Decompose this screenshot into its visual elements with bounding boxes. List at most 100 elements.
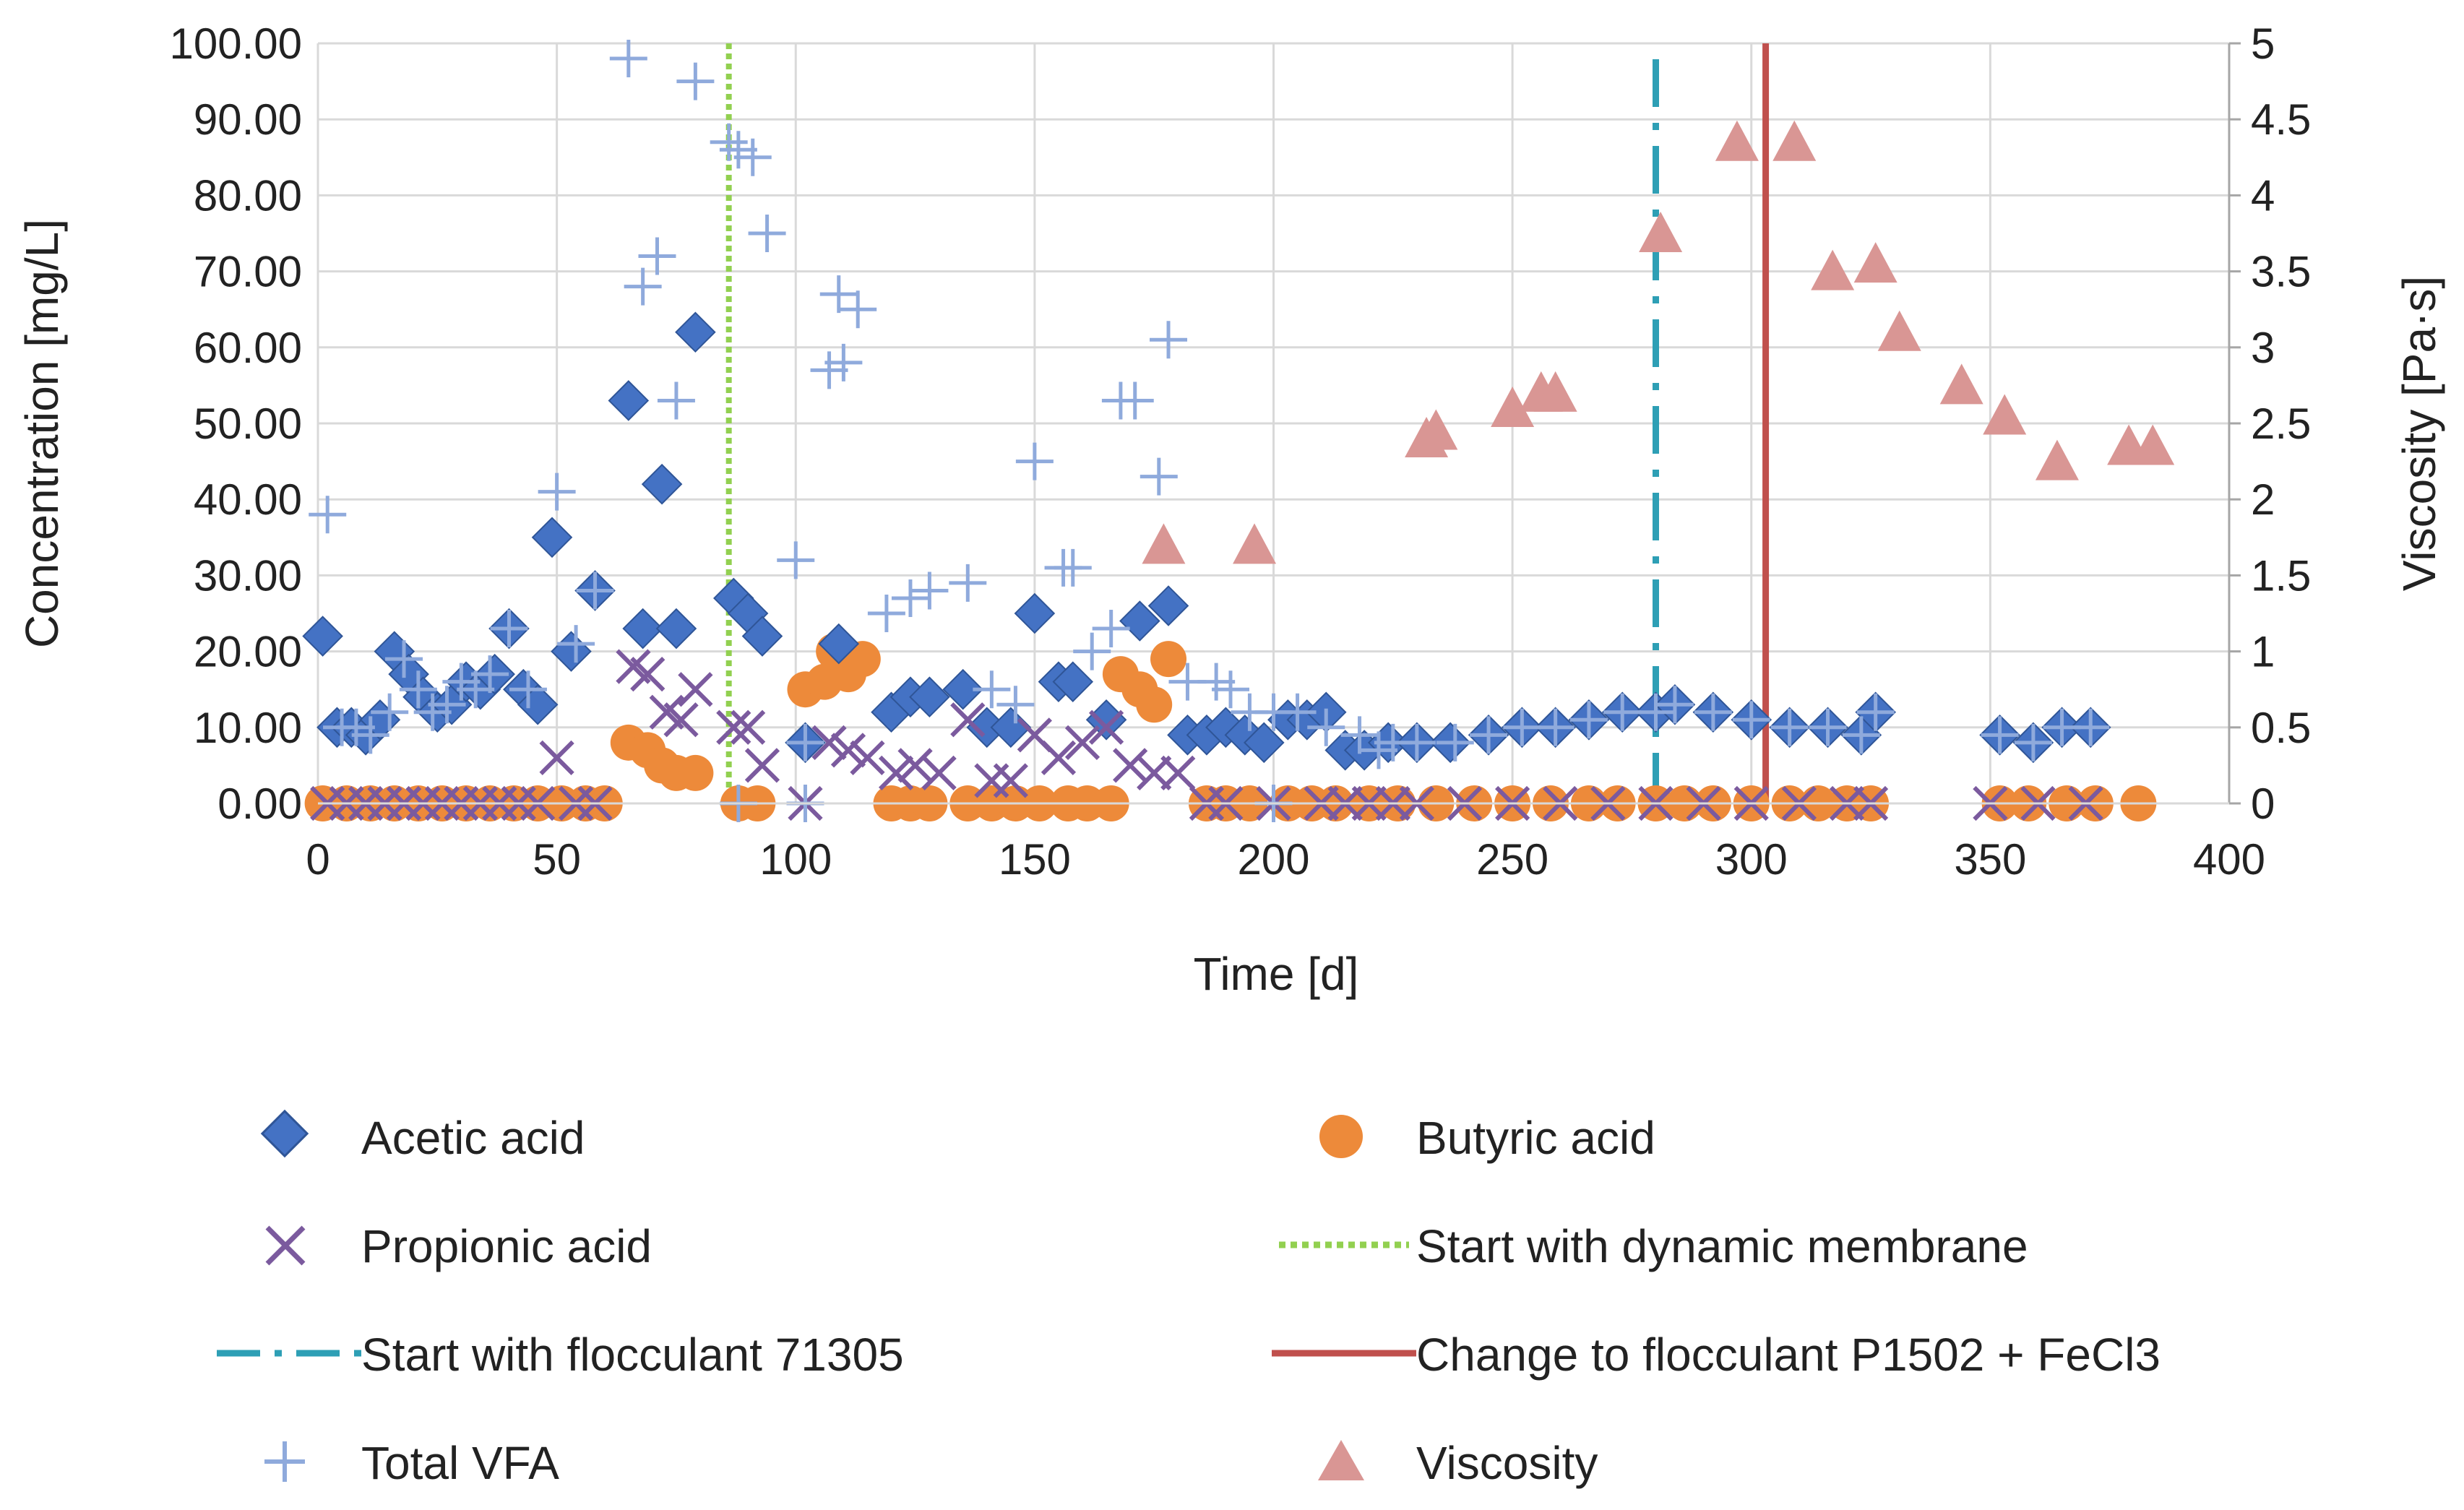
legend-item-propionic: Propionic acid — [217, 1203, 652, 1290]
propionic-acid-point — [731, 709, 766, 745]
total-vfa-point — [839, 290, 877, 329]
total-vfa-point — [1150, 321, 1188, 359]
total-vfa-point — [1655, 686, 1694, 724]
butyric-acid-point — [1136, 686, 1173, 723]
legend-item-membrane: Start with dynamic membrane — [1272, 1203, 2028, 1290]
legend-item-viscosity: Viscosity — [1272, 1420, 1598, 1506]
y2-tick-label: 2 — [2251, 475, 2275, 524]
acetic-acid-point — [818, 623, 860, 665]
total-vfa-point — [371, 693, 409, 731]
acetic-acid-point — [675, 311, 716, 353]
acetic-acid-point — [655, 608, 697, 650]
x-tick-label: 400 — [2193, 835, 2265, 884]
acetic-acid-point — [942, 668, 983, 710]
total-vfa-point — [1470, 716, 1508, 754]
total-vfa-point — [973, 670, 1011, 709]
total-vfa-point — [748, 215, 786, 252]
viscosity-point — [2035, 439, 2079, 480]
total-vfa-point — [777, 541, 815, 579]
y-tick-label: 50.00 — [194, 400, 302, 448]
legend-label-propionic: Propionic acid — [361, 1220, 652, 1272]
legend-item-butyric: Butyric acid — [1272, 1095, 1655, 1181]
total-vfa-point — [428, 686, 466, 724]
total-vfa-point — [1694, 693, 1732, 731]
viscosity-point — [1233, 523, 1277, 564]
total-vfa-point — [457, 670, 495, 709]
diamond-marker-icon — [260, 1109, 309, 1158]
acetic-acid-point — [966, 707, 1008, 748]
total-vfa-point — [624, 267, 662, 306]
viscosity-point — [1491, 386, 1535, 427]
total-vfa-point — [1856, 693, 1895, 731]
viscosity-point — [1853, 242, 1897, 283]
legend-label-viscosity: Viscosity — [1416, 1437, 1598, 1489]
y-tick-label: 70.00 — [194, 248, 302, 296]
butyric-acid-point — [844, 641, 881, 678]
propionic-acid-point — [1113, 748, 1148, 783]
x-marker-icon — [265, 1225, 306, 1266]
total-vfa-point — [576, 571, 614, 610]
total-vfa-point — [1307, 708, 1345, 746]
x-tick-label: 200 — [1237, 835, 1309, 884]
total-vfa-point — [1842, 716, 1880, 754]
legend-item-acetic: Acetic acid — [217, 1095, 585, 1181]
legend-label-membrane: Start with dynamic membrane — [1416, 1220, 2028, 1272]
x-tick-label: 150 — [999, 835, 1071, 884]
circle-marker-icon — [1319, 1115, 1363, 1158]
butyric-acid-point — [1150, 641, 1187, 678]
propionic-acid-point — [1064, 725, 1100, 760]
acetic-acid-point — [608, 380, 650, 421]
y2-tick-label: 4 — [2251, 171, 2275, 220]
axes: 0.00 10.00 20.00 30.00 40.00 50.00 60.00 70.00 8… — [169, 20, 2311, 884]
total-vfa-point — [1340, 716, 1379, 754]
y-axis-title: Concentration [mg/L] — [16, 219, 68, 648]
total-vfa-point — [1092, 610, 1130, 648]
viscosity-point — [1939, 363, 1983, 405]
total-vfa-point — [891, 579, 929, 617]
total-vfa-point — [1054, 548, 1092, 587]
event-lines — [725, 43, 1770, 803]
y-tick-label: 40.00 — [194, 475, 302, 524]
y2-tick-label: 1.5 — [2251, 551, 2311, 600]
total-vfa-point — [810, 351, 848, 389]
total-vfa-point — [399, 670, 437, 709]
total-vfa-point — [824, 343, 863, 381]
propionic-acid-point — [921, 755, 957, 791]
total-vfa-point — [1436, 723, 1474, 762]
viscosity-point — [1983, 394, 2027, 435]
acetic-acid-point — [551, 631, 592, 672]
x-tick-label: 300 — [1715, 835, 1788, 884]
total-vfa-point — [609, 40, 647, 78]
acetic-acid-point — [741, 616, 783, 657]
total-vfa-point — [949, 564, 987, 602]
total-vfa-point — [1809, 708, 1847, 746]
acetic-acid-point — [1052, 661, 1094, 702]
x-axis-title: Time [d] — [1194, 948, 1359, 1000]
propionic-acid-point — [1160, 755, 1196, 791]
total-vfa-point — [1503, 708, 1541, 746]
total-vfa-point — [1015, 442, 1054, 480]
total-vfa-point — [910, 571, 949, 610]
total-vfa-point — [1397, 723, 1436, 762]
x-tick-label: 0 — [306, 835, 329, 884]
propionic-acid-point — [830, 733, 866, 768]
total-vfa-point — [557, 625, 595, 663]
propionic-acid-point — [878, 755, 914, 791]
y-tick-label: 90.00 — [194, 95, 302, 144]
viscosity-point — [1639, 212, 1683, 252]
acetic-acid-point — [909, 676, 950, 718]
propionic-acid-point — [950, 702, 986, 738]
butyric-acid-point — [677, 754, 714, 791]
propionic-acid-point — [1041, 740, 1077, 776]
plus-marker-icon — [264, 1441, 305, 1482]
total-vfa-point — [337, 708, 375, 746]
y2-tick-label: 5 — [2251, 20, 2275, 68]
acetic-acid-point — [1014, 592, 1056, 634]
total-vfa-point — [309, 496, 347, 534]
propionic-acid-point — [811, 725, 847, 760]
y2-tick-label: 3.5 — [2251, 248, 2311, 296]
total-vfa-point — [385, 640, 423, 678]
y2-tick-label: 0 — [2251, 780, 2275, 828]
acetic-acid-point — [1243, 722, 1285, 764]
viscosity-point — [1877, 310, 1921, 351]
